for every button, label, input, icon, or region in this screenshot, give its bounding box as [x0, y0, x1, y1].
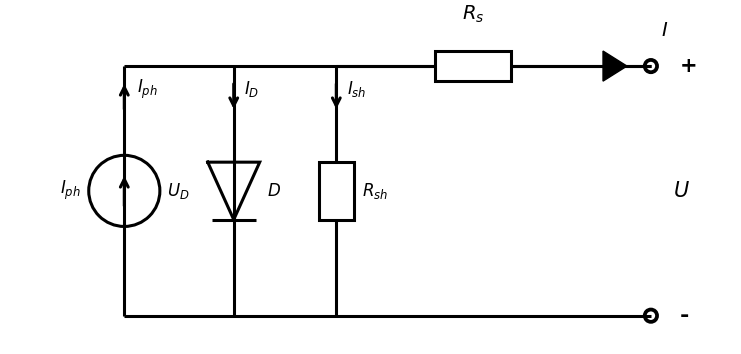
- Text: $R_s$: $R_s$: [462, 4, 485, 25]
- Text: $I_{ph}$: $I_{ph}$: [136, 78, 158, 101]
- Bar: [436, 51, 511, 81]
- Text: $D$: $D$: [267, 182, 281, 200]
- Text: $R_{sh}$: $R_{sh}$: [362, 181, 388, 201]
- Text: -: -: [679, 306, 689, 326]
- Text: $I_D$: $I_D$: [244, 79, 259, 99]
- Text: +: +: [679, 56, 697, 76]
- Polygon shape: [603, 51, 627, 81]
- Text: $I$: $I$: [661, 21, 668, 40]
- Text: $U$: $U$: [674, 181, 690, 201]
- Text: $U_D$: $U_D$: [167, 181, 189, 201]
- Text: $I_{sh}$: $I_{sh}$: [347, 79, 366, 99]
- Bar: [319, 162, 354, 220]
- Text: $I_{ph}$: $I_{ph}$: [60, 179, 81, 202]
